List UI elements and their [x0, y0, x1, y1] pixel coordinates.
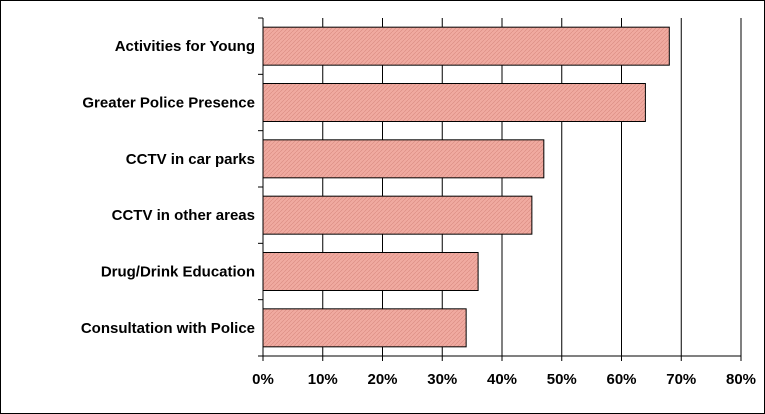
x-tick-label: 80% — [726, 371, 756, 388]
x-tick-labels: 0% 10% 20% 30% 40% 50% 60% 70% 80% — [252, 371, 756, 388]
x-tick-label: 40% — [487, 371, 517, 388]
bar — [262, 139, 545, 179]
axes — [258, 17, 742, 361]
bar — [262, 83, 646, 122]
category-label: Greater Police Presence — [82, 95, 255, 112]
category-label: Consultation with Police — [81, 320, 255, 337]
bar — [262, 252, 479, 291]
grid-lines — [322, 18, 742, 356]
x-tick-label: 0% — [252, 371, 274, 388]
bar — [262, 308, 467, 348]
x-tick-label: 50% — [547, 371, 577, 388]
category-label: CCTV in car parks — [126, 151, 255, 168]
category-label: Activities for Young — [115, 38, 255, 55]
category-label: CCTV in other areas — [112, 207, 255, 224]
x-tick-label: 30% — [427, 371, 457, 388]
category-label: Drug/Drink Education — [101, 264, 255, 281]
x-tick-label: 20% — [367, 371, 397, 388]
bars — [262, 26, 670, 348]
x-tick-label: 70% — [666, 371, 696, 388]
x-tick-label: 10% — [308, 371, 338, 388]
bar — [262, 26, 670, 66]
category-labels: Activities for Young Greater Police Prese… — [81, 38, 255, 337]
x-tick-label: 60% — [606, 371, 636, 388]
bar — [262, 195, 533, 235]
